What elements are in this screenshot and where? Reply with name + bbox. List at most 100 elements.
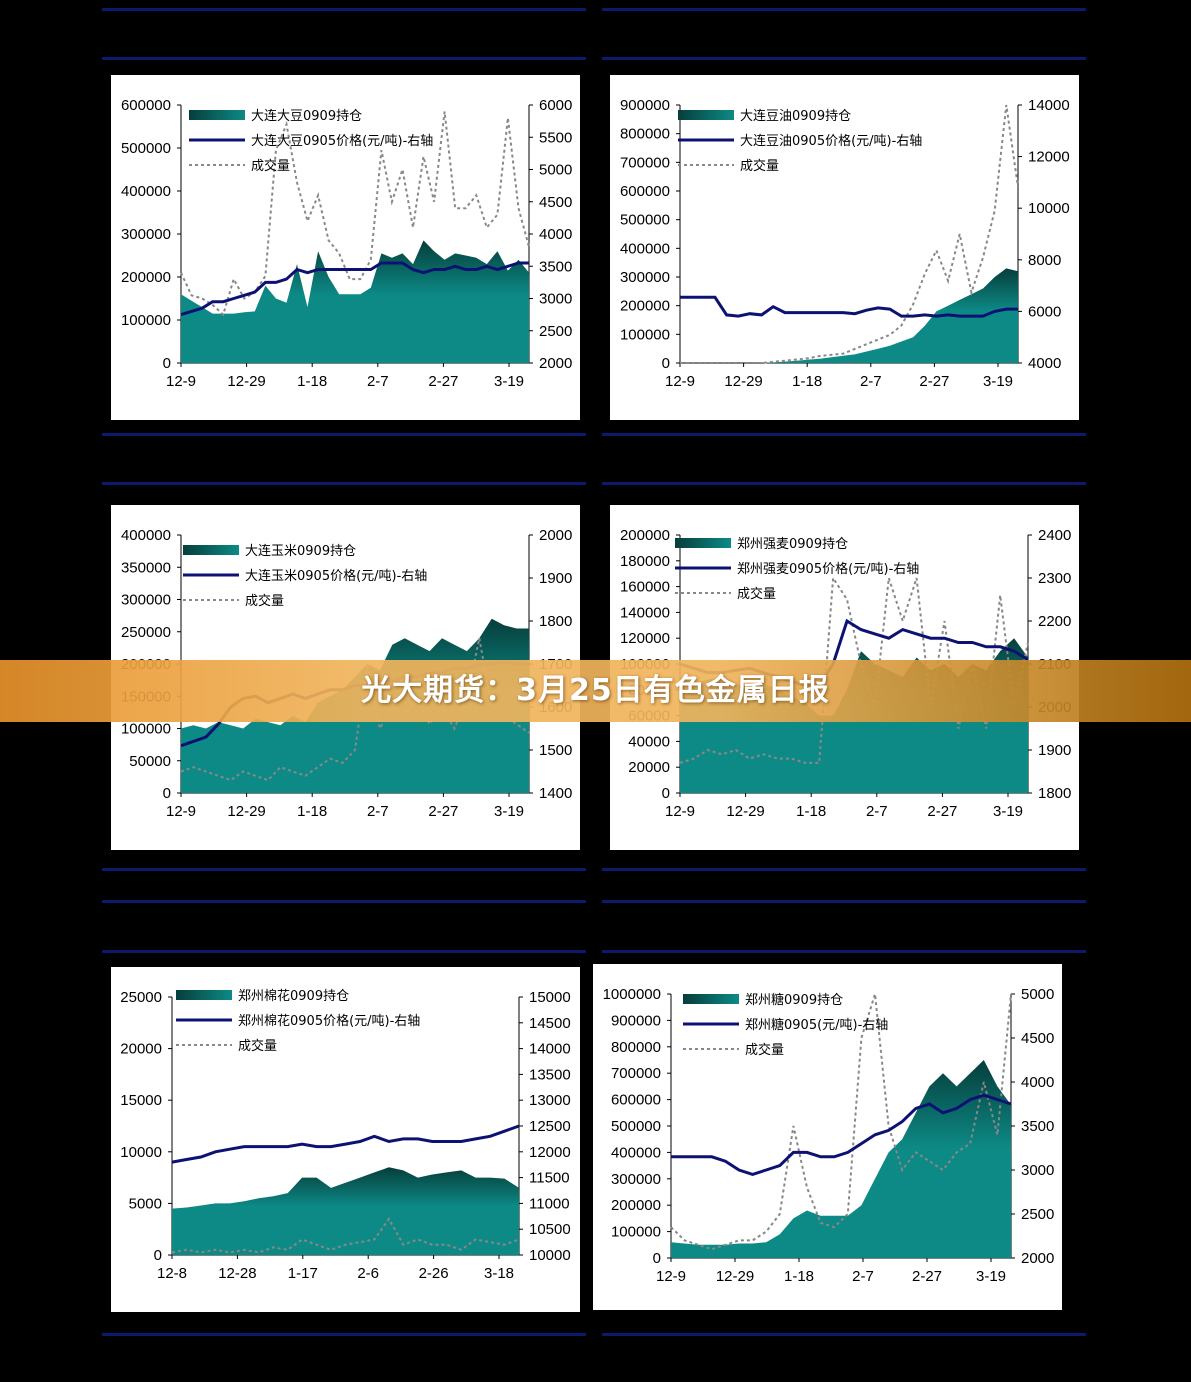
x-tick-label: 12-29 bbox=[227, 803, 265, 820]
legend-label-open-interest: 郑州强麦0909持仓 bbox=[737, 537, 848, 552]
x-tick-label: 2-7 bbox=[367, 803, 389, 820]
left-tick-label: 300000 bbox=[121, 592, 171, 609]
x-tick-label: 2-7 bbox=[866, 803, 888, 820]
x-tick-label: 1-18 bbox=[796, 803, 826, 820]
left-tick-label: 10000 bbox=[120, 1144, 162, 1161]
right-tick-label: 12000 bbox=[1028, 149, 1070, 166]
x-tick-label: 3-19 bbox=[494, 373, 524, 390]
x-tick-label: 3-19 bbox=[983, 373, 1013, 390]
legend-label-price: 郑州糖0905(元/吨)-右轴 bbox=[745, 1017, 888, 1033]
divider-rule bbox=[102, 433, 586, 436]
divider-rule bbox=[102, 1333, 586, 1336]
price-line bbox=[671, 1093, 1012, 1176]
x-tick-label: 2-7 bbox=[367, 373, 389, 390]
left-tick-label: 200000 bbox=[121, 269, 171, 286]
left-tick-label: 600000 bbox=[620, 183, 670, 200]
left-tick-label: 100000 bbox=[620, 326, 670, 343]
price-line bbox=[680, 295, 1018, 318]
right-tick-label: 10000 bbox=[1028, 200, 1070, 217]
x-tick-label: 1-18 bbox=[792, 373, 822, 390]
left-tick-label: 600000 bbox=[611, 1092, 661, 1109]
x-tick-label: 1-18 bbox=[297, 803, 327, 820]
legend-label-volume: 成交量 bbox=[251, 158, 290, 174]
right-tick-label: 11000 bbox=[529, 1195, 570, 1212]
divider-rule bbox=[102, 900, 586, 903]
right-tick-label: 1800 bbox=[539, 613, 572, 630]
volume-line bbox=[171, 1217, 520, 1254]
banner-title: 光大期货：3月25日有色金属日报 bbox=[361, 673, 830, 708]
divider-rule bbox=[602, 482, 1086, 485]
right-tick-label: 8000 bbox=[1028, 252, 1061, 269]
right-tick-label: 3500 bbox=[539, 258, 572, 275]
legend-swatch-open-interest bbox=[683, 994, 739, 1004]
legend-label-open-interest: 大连玉米0909持仓 bbox=[245, 543, 356, 559]
left-tick-label: 140000 bbox=[620, 604, 670, 621]
right-tick-label: 6000 bbox=[1028, 303, 1061, 320]
left-tick-label: 0 bbox=[662, 355, 670, 372]
left-tick-label: 0 bbox=[154, 1247, 162, 1264]
right-tick-label: 2500 bbox=[539, 323, 572, 340]
right-tick-label: 5000 bbox=[1021, 986, 1054, 1003]
left-tick-label: 180000 bbox=[620, 553, 670, 570]
right-tick-label: 12000 bbox=[529, 1144, 571, 1161]
left-tick-label: 400000 bbox=[620, 240, 670, 257]
x-tick-label: 12-29 bbox=[716, 1268, 754, 1285]
left-tick-label: 300000 bbox=[611, 1171, 661, 1188]
legend-label-open-interest: 大连大豆0909持仓 bbox=[251, 108, 362, 124]
chart-panel-soyoil: 900000 800000 700000 600000 500000 400000 3000… bbox=[610, 75, 1079, 420]
x-tick-label: 2-27 bbox=[428, 803, 458, 820]
right-tick-label: 4000 bbox=[1028, 355, 1061, 372]
left-tick-label: 500000 bbox=[121, 140, 171, 157]
right-tick-label: 3500 bbox=[1021, 1118, 1054, 1135]
volume-line bbox=[180, 111, 530, 317]
right-tick-label: 10000 bbox=[529, 1247, 571, 1264]
right-tick-label: 1800 bbox=[1038, 785, 1071, 802]
legend-label-open-interest: 大连豆油0909持仓 bbox=[740, 108, 851, 124]
x-tick-label: 3-18 bbox=[484, 1265, 514, 1282]
right-tick-label: 5000 bbox=[539, 162, 572, 179]
chart-sugar: 1000000900000800000700000600000500000400… bbox=[603, 986, 1055, 1285]
left-tick-label: 200000 bbox=[620, 298, 670, 315]
left-tick-label: 250000 bbox=[121, 624, 171, 641]
right-tick-label: 2000 bbox=[1021, 1250, 1054, 1267]
right-tick-label: 1400 bbox=[539, 785, 572, 802]
left-tick-label: 160000 bbox=[620, 579, 670, 596]
chart-panel-soybean: 600000 500000 400000 300000 200000 100000 0 600… bbox=[111, 75, 580, 420]
legend-swatch-open-interest bbox=[189, 110, 245, 120]
x-tick-label: 3-19 bbox=[993, 803, 1023, 820]
divider-rule bbox=[602, 8, 1086, 11]
legend-swatch-open-interest bbox=[675, 538, 731, 548]
legend-label-price: 大连玉米0905价格(元/吨)-右轴 bbox=[245, 568, 427, 584]
open-interest-area bbox=[680, 268, 1018, 363]
left-tick-label: 200000 bbox=[620, 527, 670, 544]
open-interest-area bbox=[671, 1060, 1011, 1258]
right-tick-label: 4000 bbox=[539, 226, 572, 243]
left-tick-label: 40000 bbox=[628, 733, 670, 750]
left-tick-label: 0 bbox=[662, 785, 670, 802]
left-tick-label: 50000 bbox=[129, 753, 171, 770]
right-tick-label: 14000 bbox=[1028, 97, 1070, 114]
legend-label-price: 郑州强麦0905价格(元/吨)-右轴 bbox=[737, 561, 919, 577]
x-tick-label: 12-29 bbox=[724, 373, 762, 390]
left-tick-label: 700000 bbox=[620, 154, 670, 171]
right-tick-label: 3000 bbox=[539, 291, 572, 308]
right-tick-label: 13500 bbox=[529, 1066, 571, 1083]
divider-rule bbox=[102, 482, 586, 485]
x-tick-label: 3-19 bbox=[494, 803, 524, 820]
x-tick-label: 2-7 bbox=[852, 1268, 874, 1285]
x-tick-label: 3-19 bbox=[976, 1268, 1006, 1285]
left-tick-label: 0 bbox=[163, 355, 171, 372]
right-tick-label: 2000 bbox=[539, 527, 572, 544]
legend-label-open-interest: 郑州糖0909持仓 bbox=[745, 992, 843, 1008]
x-tick-label: 2-26 bbox=[419, 1265, 449, 1282]
legend-label-volume: 成交量 bbox=[245, 593, 284, 609]
left-tick-label: 0 bbox=[163, 785, 171, 802]
left-tick-label: 600000 bbox=[121, 97, 171, 114]
right-tick-label: 4500 bbox=[1021, 1030, 1054, 1047]
right-tick-label: 10500 bbox=[529, 1221, 571, 1238]
chart-soybean: 600000 500000 400000 300000 200000 100000 0 600… bbox=[121, 97, 572, 390]
x-tick-label: 12-9 bbox=[656, 1268, 686, 1285]
volume-line bbox=[680, 104, 1019, 364]
chart-soyoil: 900000 800000 700000 600000 500000 400000 3000… bbox=[620, 97, 1070, 390]
left-tick-label: 1000000 bbox=[603, 986, 661, 1003]
